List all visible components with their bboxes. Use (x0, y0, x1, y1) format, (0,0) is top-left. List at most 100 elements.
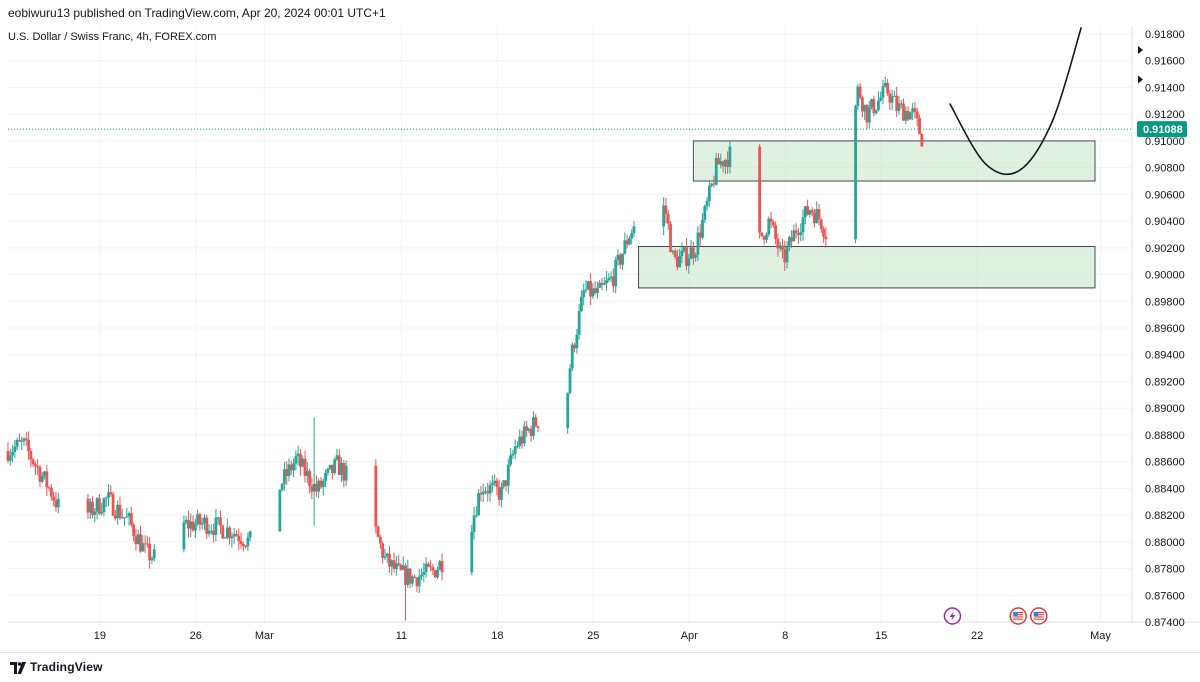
price-chart[interactable]: 0.91800 0.91600 0.91400 0.91200 0.91000 0.908… (0, 26, 1200, 652)
candle-body (758, 146, 762, 233)
candle-body (319, 480, 323, 488)
candle-body (877, 100, 880, 110)
candle-body (675, 256, 679, 268)
candle-body (509, 455, 513, 465)
candle-body (712, 183, 716, 185)
candle-body (632, 226, 636, 234)
candle-body (516, 445, 519, 447)
candle-body (136, 534, 140, 545)
price-axis[interactable]: 0.91800 0.91600 0.91400 0.91200 0.91000 0.908… (1137, 29, 1187, 629)
candle-body (385, 553, 389, 557)
candle-body (534, 417, 538, 427)
candle-body (22, 438, 26, 442)
candle-body (470, 531, 474, 573)
candle-body (337, 455, 341, 475)
candle-body (18, 439, 21, 442)
candle-body (209, 530, 213, 532)
candle-body (861, 97, 864, 112)
candle-body (305, 470, 309, 476)
candle-body (913, 108, 917, 112)
lightning-icon (943, 607, 962, 625)
candle-body (511, 453, 515, 456)
candle-body (246, 537, 250, 547)
candle-body (589, 281, 592, 297)
time-tick-label: May (1090, 630, 1111, 642)
candle-body (88, 501, 92, 513)
tradingview-logo-icon (10, 662, 26, 674)
time-tick-label: 25 (587, 630, 599, 642)
projection-curve[interactable] (949, 27, 1083, 176)
candle-body (719, 161, 723, 165)
candle-body (52, 496, 56, 501)
candle-body (481, 491, 485, 495)
candle-body (767, 218, 771, 235)
candle-body (920, 134, 924, 147)
candlestick-series (6, 76, 924, 621)
candle-body (11, 452, 14, 456)
candle-body (424, 563, 428, 572)
candle-body (801, 217, 805, 233)
candle-body (230, 536, 234, 539)
us-flag-icon (1009, 607, 1027, 625)
candle-body (335, 455, 339, 460)
candle-body (342, 462, 346, 481)
candle-body (420, 574, 423, 577)
candle-body (196, 514, 200, 524)
price-tick-label: 0.87400 (1145, 617, 1185, 629)
current-price-tag (1137, 121, 1187, 138)
flag-canton (1013, 612, 1018, 616)
price-tick-label: 0.90800 (1145, 163, 1185, 175)
candle-body (228, 527, 232, 539)
candle-body (472, 515, 476, 532)
candle-body (771, 221, 775, 226)
candle-body (15, 439, 19, 447)
candle-body (406, 568, 410, 585)
time-tick-label: 18 (491, 630, 503, 642)
time-tick-label: Apr (681, 630, 698, 642)
candle-body (292, 463, 295, 471)
candle-body (785, 246, 789, 263)
candle-body (890, 96, 894, 103)
time-axis[interactable]: 19 26 Mar 11 18 25 Apr 8 15 22 May (94, 630, 1112, 642)
candle-body (520, 436, 524, 444)
candle-body (881, 86, 885, 98)
candle-body (760, 232, 764, 237)
candle-body (116, 504, 120, 519)
scroll-right-arrow-icon (1138, 75, 1143, 84)
candle-body (301, 458, 305, 467)
candle-body (532, 417, 535, 436)
candle-body (91, 501, 94, 515)
candle-body (618, 254, 622, 265)
candle-body (717, 158, 720, 165)
candle-body (566, 393, 570, 428)
price-tick-label: 0.89400 (1145, 350, 1185, 362)
candle-body (54, 500, 58, 508)
candle-body (383, 556, 387, 558)
price-tick-label: 0.89000 (1145, 403, 1185, 415)
candle-body (776, 238, 780, 249)
candle-body (696, 232, 700, 256)
candle-body (705, 201, 709, 207)
price-tick-label: 0.90200 (1145, 243, 1185, 255)
candle-body (621, 253, 624, 265)
candle-body (40, 476, 44, 482)
candle-body (36, 466, 40, 468)
candle-body (582, 290, 586, 297)
candle-body (45, 471, 49, 488)
candle-body (879, 97, 883, 101)
candle-body (915, 111, 919, 119)
candle-body (580, 296, 583, 312)
candle-body (769, 218, 773, 222)
candle-body (43, 471, 46, 477)
candle-body (438, 561, 442, 570)
publish-info: eobiwuru13 published on TradingView.com,… (8, 6, 386, 20)
lightning-bolt (949, 611, 956, 621)
candle-body (388, 553, 391, 567)
candle-body (819, 219, 823, 229)
event-markers[interactable] (943, 607, 1048, 625)
candle-body (570, 344, 574, 369)
candle-body (518, 436, 522, 446)
support-resistance-zones[interactable] (638, 140, 1096, 289)
candle-body (310, 485, 314, 492)
candle-body (235, 534, 238, 537)
